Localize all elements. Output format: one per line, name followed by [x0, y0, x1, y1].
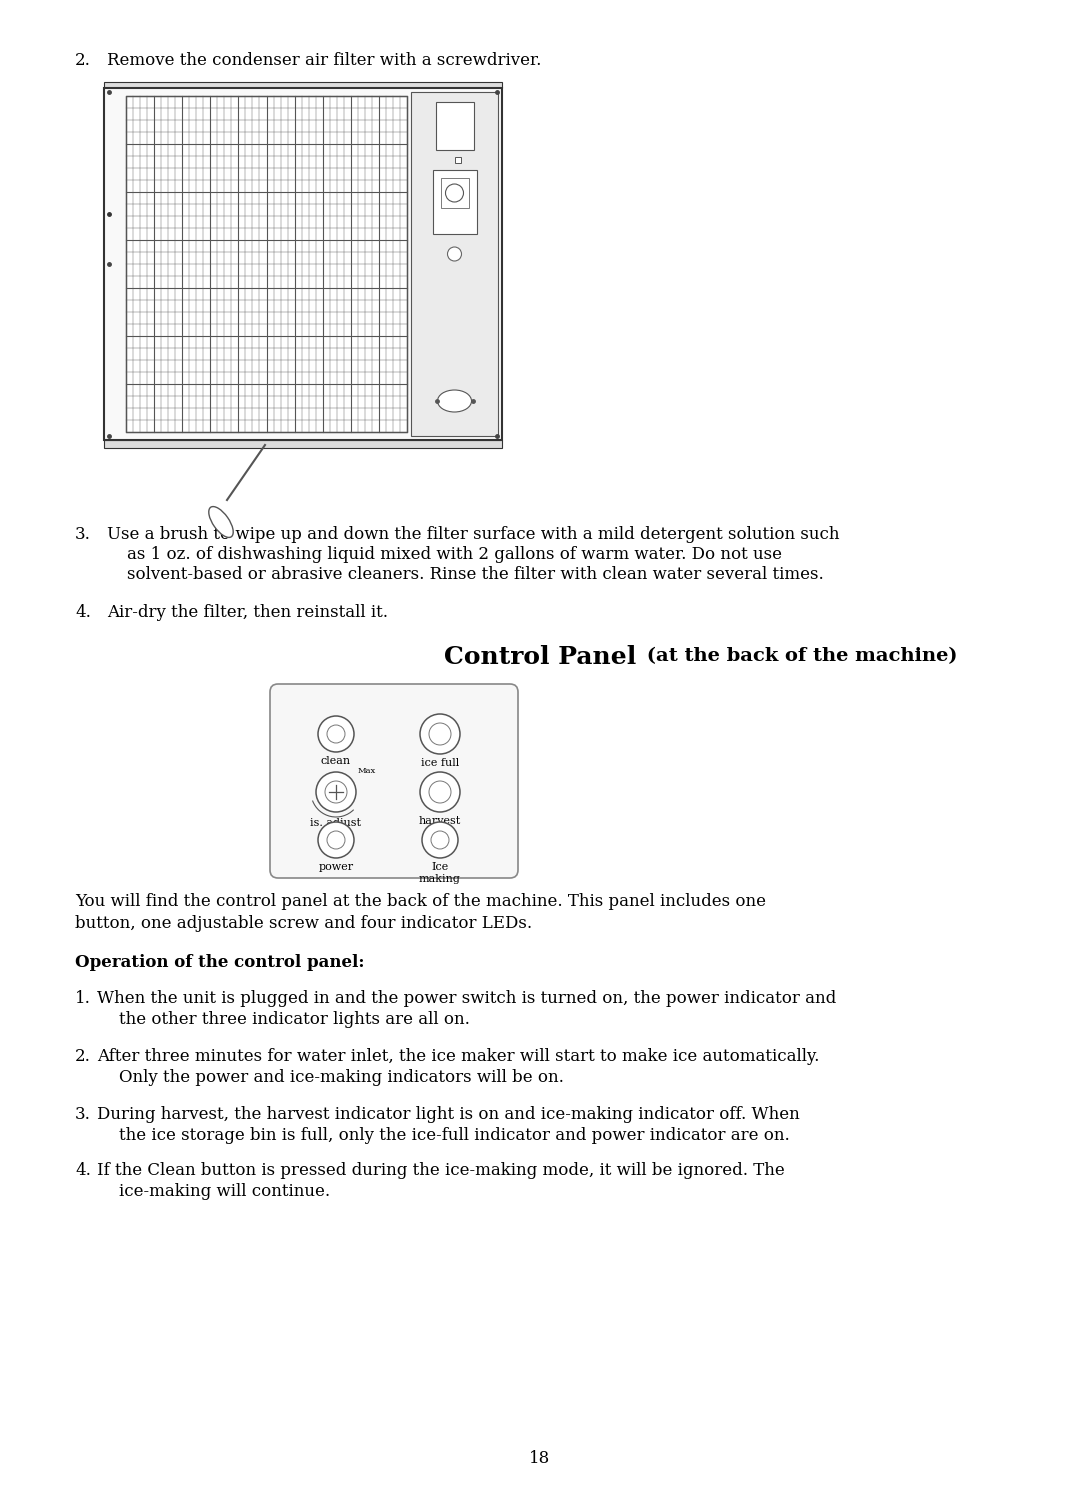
Text: ice full: ice full	[421, 758, 459, 768]
Bar	[441, 179, 469, 208]
FancyBboxPatch shape	[270, 683, 518, 879]
Circle shape	[420, 715, 460, 753]
Text: 2.: 2.	[75, 1048, 91, 1065]
Text: Operation of the control panel:: Operation of the control panel:	[75, 954, 365, 971]
Text: Remove the condenser air filter with a screwdriver.: Remove the condenser air filter with a s…	[107, 52, 541, 68]
Text: Only the power and ice-making indicators will be on.: Only the power and ice-making indicators…	[119, 1069, 564, 1085]
Text: button, one adjustable screw and four indicator LEDs.: button, one adjustable screw and four in…	[75, 916, 532, 932]
Text: power: power	[319, 862, 353, 873]
Bar	[435, 103, 473, 150]
Circle shape	[318, 822, 354, 858]
Text: 3.: 3.	[75, 526, 91, 543]
Circle shape	[420, 771, 460, 812]
Text: 3.: 3.	[75, 1106, 91, 1123]
Bar	[104, 88, 502, 441]
Circle shape	[422, 822, 458, 858]
Text: After three minutes for water inlet, the ice maker will start to make ice automa: After three minutes for water inlet, the…	[97, 1048, 820, 1065]
Bar	[126, 95, 407, 432]
Circle shape	[429, 724, 451, 744]
Text: Control Panel: Control Panel	[444, 645, 636, 669]
Text: Air-dry the filter, then reinstall it.: Air-dry the filter, then reinstall it.	[107, 605, 388, 621]
Text: as 1 oz. of dishwashing liquid mixed with 2 gallons of warm water. Do not use: as 1 oz. of dishwashing liquid mixed wit…	[127, 546, 782, 563]
Text: 4.: 4.	[75, 1161, 91, 1179]
Text: 4.: 4.	[75, 605, 91, 621]
Text: If the Clean button is pressed during the ice-making mode, it will be ignored. T: If the Clean button is pressed during th…	[97, 1161, 785, 1179]
Circle shape	[316, 771, 356, 812]
Ellipse shape	[208, 506, 233, 538]
Text: During harvest, the harvest indicator light is on and ice-making indicator off. : During harvest, the harvest indicator li…	[97, 1106, 800, 1123]
Text: ice-making will continue.: ice-making will continue.	[119, 1182, 330, 1200]
Text: 1.: 1.	[75, 990, 91, 1007]
Text: harvest: harvest	[419, 816, 461, 826]
Text: the ice storage bin is full, only the ice-full indicator and power indicator are: the ice storage bin is full, only the ic…	[119, 1127, 789, 1144]
Text: When the unit is plugged in and the power switch is turned on, the power indicat: When the unit is plugged in and the powe…	[97, 990, 836, 1007]
Text: the other three indicator lights are all on.: the other three indicator lights are all…	[119, 1011, 470, 1027]
Text: clean: clean	[321, 756, 351, 765]
Circle shape	[327, 725, 345, 743]
Circle shape	[429, 782, 451, 803]
Ellipse shape	[437, 390, 472, 412]
Text: (at the back of the machine): (at the back of the machine)	[640, 648, 958, 666]
Bar	[104, 441, 502, 448]
Circle shape	[447, 247, 461, 261]
Text: 18: 18	[529, 1450, 551, 1467]
Text: Ice
making: Ice making	[419, 862, 461, 884]
Circle shape	[325, 782, 347, 803]
Circle shape	[327, 831, 345, 849]
Bar	[432, 170, 476, 234]
Bar	[104, 82, 502, 88]
Text: is. adjust: is. adjust	[311, 817, 362, 828]
Bar	[411, 92, 498, 436]
Circle shape	[431, 831, 449, 849]
Text: Max: Max	[357, 767, 376, 774]
Text: 2.: 2.	[75, 52, 91, 68]
Circle shape	[318, 716, 354, 752]
Text: Use a brush to wipe up and down the filter surface with a mild detergent solutio: Use a brush to wipe up and down the filt…	[107, 526, 839, 543]
Text: solvent-based or abrasive cleaners. Rinse the filter with clean water several ti: solvent-based or abrasive cleaners. Rins…	[127, 566, 824, 584]
Text: You will find the control panel at the back of the machine. This panel includes : You will find the control panel at the b…	[75, 893, 766, 910]
Circle shape	[446, 185, 463, 203]
